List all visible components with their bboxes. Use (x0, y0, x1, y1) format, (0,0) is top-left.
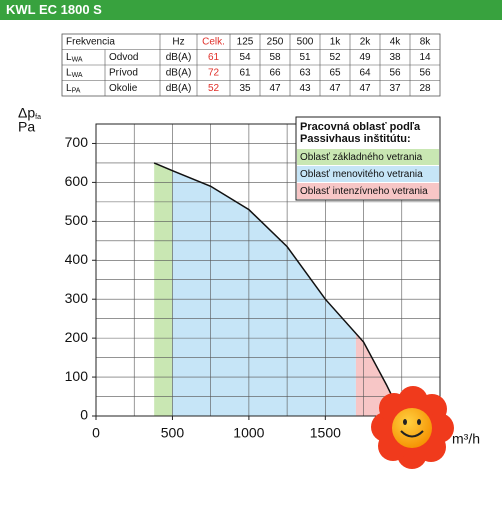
table-row-name: Prívod (109, 67, 138, 78)
table-cell: 49 (359, 52, 371, 63)
table-cell: 56 (389, 67, 401, 78)
legend-label: Oblasť intenzívneho vetrania (300, 186, 428, 197)
header-title: KWL EC 1800 S (6, 2, 102, 17)
table-header-cell: Frekvencia (66, 37, 115, 48)
table-header-cell: 2k (360, 37, 372, 48)
table-cell: 58 (269, 52, 281, 63)
table-header-cell: Celk. (202, 37, 225, 48)
y-tick-label: 500 (65, 212, 89, 228)
legend-label: Oblasť menovitého vetrania (300, 169, 423, 180)
x-axis-label: m³/h (452, 431, 480, 447)
table-cell: 37 (389, 83, 401, 94)
table-cell: 28 (419, 83, 431, 94)
y-tick-label: 400 (65, 251, 89, 267)
plot-frame (95, 123, 441, 417)
y-tick-label: 200 (65, 329, 89, 345)
subscript: WA (72, 72, 83, 79)
table-cell: 72 (208, 67, 220, 78)
table-header-cell: 500 (297, 37, 314, 48)
zone-band (154, 162, 173, 416)
table-cell: 61 (239, 67, 251, 78)
table-cell: 64 (359, 67, 371, 78)
legend-title: Pracovná oblasť podľa (300, 121, 421, 133)
table-cell: 47 (359, 83, 371, 94)
table-cell: 54 (239, 52, 251, 63)
legend-swatch (297, 149, 439, 165)
legend-swatch (297, 183, 439, 199)
table-cell: dB(A) (166, 67, 192, 78)
table-row-symbol: LPA (66, 83, 81, 94)
table-cell: 51 (299, 52, 311, 63)
table-row-name: Okolie (109, 83, 138, 94)
table-header-cell: 250 (267, 37, 284, 48)
table-cell: 61 (208, 52, 220, 63)
y-axis-unit: Pa (18, 119, 35, 135)
y-tick-label: 100 (65, 368, 89, 384)
table-header-cell: 4k (390, 37, 402, 48)
table-cell: 65 (329, 67, 341, 78)
table-cell: 66 (269, 67, 281, 78)
x-tick-label: 0 (92, 425, 100, 441)
flower-decoration (371, 386, 454, 469)
subscript: fa (35, 114, 41, 121)
line-series (153, 162, 403, 417)
header-bar (0, 0, 502, 20)
table-cell: 47 (269, 83, 281, 94)
table-header-cell: Hz (172, 37, 184, 48)
table-cell: 14 (419, 52, 431, 63)
table-cell: dB(A) (166, 83, 192, 94)
table-row-name: Odvod (109, 52, 138, 63)
table-cell: 63 (299, 67, 311, 78)
y-tick-label: 300 (65, 290, 89, 306)
x-tick-label: 1000 (233, 425, 264, 441)
table-cell: 43 (299, 83, 311, 94)
table-header-cell: 8k (420, 37, 432, 48)
x-tick-label: 500 (161, 425, 185, 441)
legend-title: Passivhaus inštitútu: (300, 133, 411, 145)
subscript: WA (72, 56, 83, 63)
table-row-symbol: LWA (66, 67, 83, 78)
table-cell: 35 (239, 83, 251, 94)
table-header-cell: 1k (330, 37, 342, 48)
table-cell: 47 (329, 83, 341, 94)
table-cell: 38 (389, 52, 401, 63)
table-cell: 52 (329, 52, 341, 63)
table-row-symbol: LWA (66, 52, 83, 63)
noise-table: Frekvencia Hz Celk. 125 250 500 1k 2k 4k 8k LWA Odv… (61, 33, 441, 97)
y-tick-label: 600 (65, 173, 89, 189)
table-header-cell: 125 (237, 37, 254, 48)
legend-swatch (297, 166, 439, 182)
y-tick-label: 700 (65, 134, 89, 150)
x-tick-label: 1500 (310, 425, 341, 441)
table-cell: 52 (208, 83, 220, 94)
y-tick-label: 0 (80, 407, 88, 423)
subscript: PA (72, 87, 81, 94)
table-cell: 56 (419, 67, 431, 78)
legend-label: Oblasť základného vetrania (300, 152, 423, 163)
table-cell: dB(A) (166, 52, 192, 63)
